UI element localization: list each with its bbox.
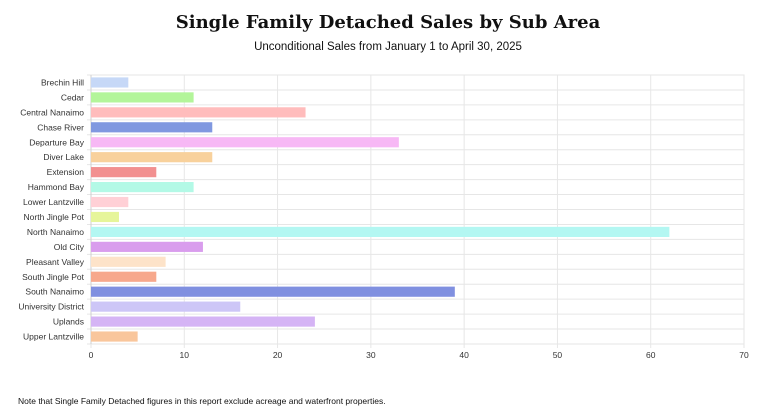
bar-north-nanaimo [91, 226, 670, 237]
x-tick-label: 30 [366, 350, 376, 360]
category-label: Pleasant Valley [26, 257, 85, 267]
chart-title: Single Family Detached Sales by Sub Area [175, 12, 601, 33]
category-label: Lower Lantzville [23, 197, 84, 207]
x-tick-label: 50 [553, 350, 563, 360]
bar-upper-lantzville [91, 331, 138, 342]
category-label: Upper Lantzville [23, 332, 84, 342]
category-label: Departure Bay [29, 137, 85, 147]
category-label: South Jingle Pot [22, 272, 85, 282]
x-tick-label: 60 [646, 350, 656, 360]
category-label: Brechin Hill [41, 77, 84, 87]
bar-chase-river [91, 122, 213, 133]
category-label: University District [18, 302, 84, 312]
chart-subtitle: Unconditional Sales from January 1 to Ap… [254, 41, 522, 53]
footnote: Note that Single Family Detached figures… [18, 396, 386, 406]
category-label: Cedar [61, 92, 84, 102]
x-tick-label: 20 [273, 350, 283, 360]
category-label: Uplands [53, 317, 84, 327]
category-label: North Jingle Pot [24, 212, 85, 222]
bar-south-nanaimo [91, 286, 455, 297]
category-label: North Nanaimo [27, 227, 84, 237]
x-tick-label: 0 [89, 350, 94, 360]
category-label: Chase River [37, 122, 84, 132]
bar-pleasant-valley [91, 256, 166, 267]
bar-cedar [91, 92, 194, 103]
x-tick-label: 10 [180, 350, 190, 360]
category-label: South Nanaimo [25, 287, 84, 297]
bar-south-jingle-pot [91, 271, 157, 282]
x-tick-label: 40 [459, 350, 469, 360]
category-label: Central Nanaimo [20, 107, 84, 117]
category-label: Diver Lake [43, 152, 84, 162]
bar-north-jingle-pot [91, 211, 119, 223]
bar-lower-lantzville [91, 196, 129, 208]
category-label: Hammond Bay [28, 182, 85, 192]
bar-uplands [91, 316, 315, 327]
bar-departure-bay [91, 137, 399, 148]
x-tick-label: 70 [739, 350, 749, 360]
bar-diver-lake [91, 152, 213, 163]
bar-brechin-hill [91, 77, 129, 88]
bar-extension [91, 167, 157, 178]
bar-university-district [91, 301, 241, 312]
bar-hammond-bay [91, 182, 194, 193]
bar-central-nanaimo [91, 107, 306, 118]
category-label: Extension [47, 167, 85, 177]
category-label: Old City [54, 242, 85, 252]
bar-old-city [91, 241, 203, 252]
